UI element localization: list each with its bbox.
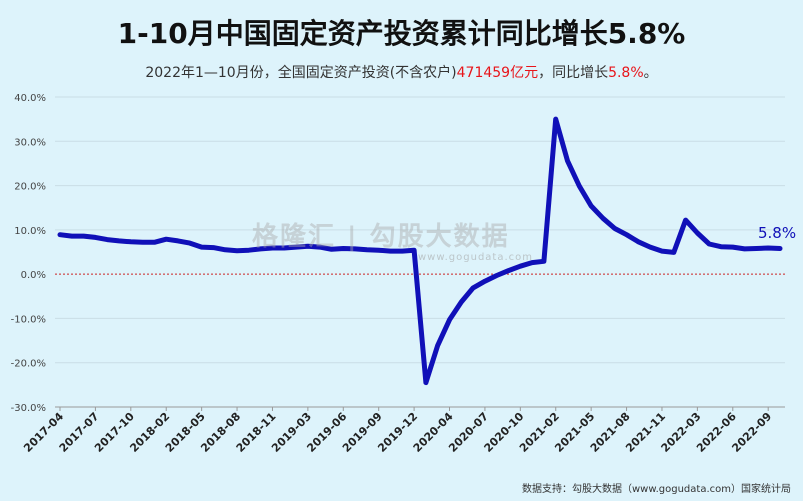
y-tick-label: 10.0% [14, 226, 46, 237]
watermark-url: www.gogudata.com [418, 252, 534, 263]
chart-subtitle: 2022年1—10月份，全国固定资产投资(不含农户)471459亿元，同比增长5… [0, 62, 803, 82]
y-tick-label: 40.0% [14, 93, 46, 104]
y-tick-label: -30.0% [11, 403, 46, 414]
subtitle-value: 471459亿元 [456, 65, 539, 81]
subtitle-text-2: ，同比增长 [538, 65, 609, 81]
y-tick-label: 0.0% [21, 270, 46, 281]
y-tick-label: -10.0% [11, 314, 46, 325]
subtitle-text-1: 2022年1—10月份，全国固定资产投资(不含农户) [145, 65, 457, 81]
end-value-label: 5.8% [758, 224, 797, 242]
y-tick-label: 20.0% [14, 182, 46, 193]
subtitle-text-3: 。 [643, 65, 658, 81]
chart-title: 1-10月中国固定资产投资累计同比增长5.8% [117, 17, 686, 50]
watermark-brand: 格隆汇 | 勾股大数据 [252, 222, 510, 252]
y-tick-label: -20.0% [11, 359, 46, 370]
y-tick-label: 30.0% [14, 137, 46, 148]
subtitle-growth: 5.8% [608, 65, 644, 81]
series-line [57, 116, 783, 386]
data-source: 数据支持：勾股大数据（www.gogudata.com）国家统计局 [521, 484, 791, 495]
